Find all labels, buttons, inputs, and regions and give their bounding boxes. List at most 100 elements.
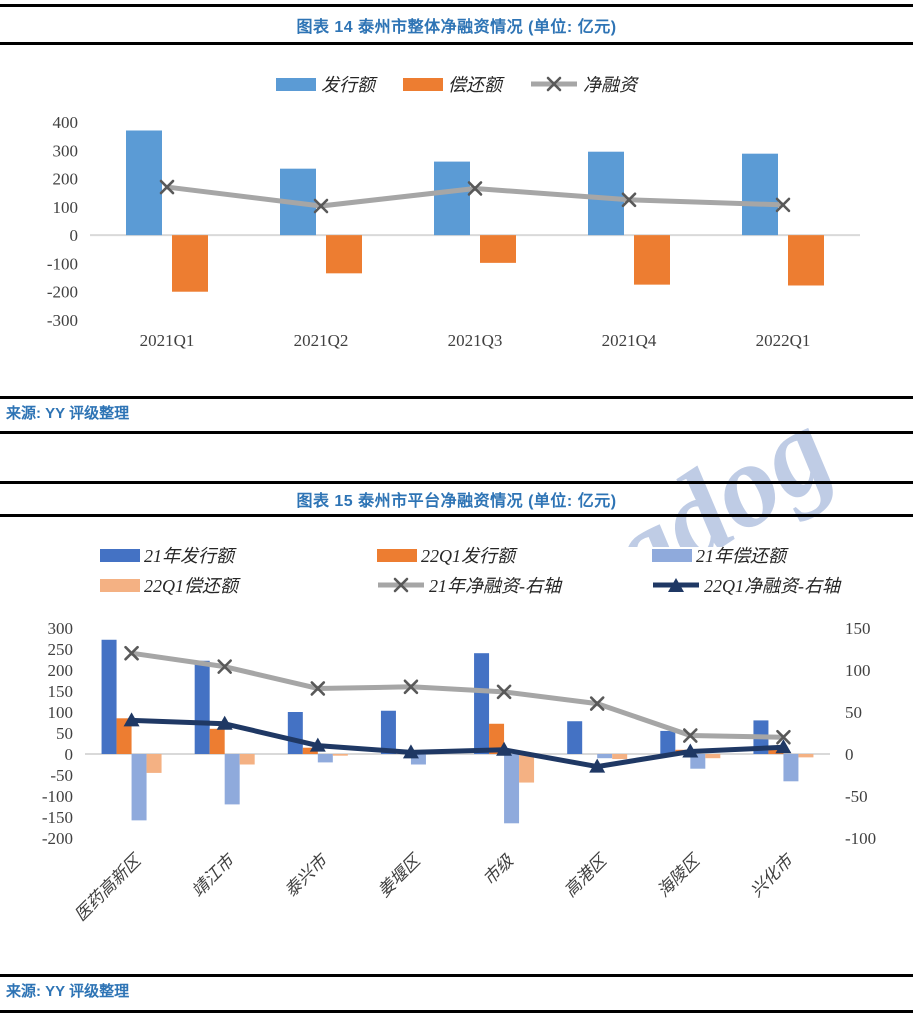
bar-22Q1偿还额-市级	[519, 754, 535, 783]
legend-line-swatch-22Q1净融资-右轴	[653, 578, 699, 592]
left-axis-tick-label: 200	[53, 170, 79, 189]
legend-swatch-发行额	[276, 77, 316, 91]
divider-rule	[0, 481, 913, 484]
watermark-clip: Ratingdog	[555, 385, 913, 547]
bar-偿还额-2021Q1	[172, 235, 208, 292]
bar-22Q1发行额-医药高新区	[116, 718, 132, 754]
bar-发行额-2021Q4	[588, 151, 624, 236]
legend-item-22Q1净融资-右轴: 22Q1净融资-右轴	[652, 572, 840, 598]
category-label: 海陵区	[654, 849, 706, 901]
category-label: 高港区	[561, 849, 613, 901]
bar-22Q1偿还额-高港区	[612, 754, 628, 760]
legend-item-22Q1发行额: 22Q1发行额	[377, 542, 515, 568]
bar-21年发行额-姜堰区	[380, 710, 396, 754]
legend-label: 偿还额	[448, 75, 502, 95]
legend-label: 发行额	[321, 75, 375, 95]
legend-label: 21年净融资-右轴	[429, 576, 561, 596]
left-axis-tick-label: 300	[48, 619, 74, 638]
bar-21年发行额-靖江市	[194, 660, 210, 754]
category-label: 2021Q2	[294, 331, 349, 350]
divider-rule	[0, 4, 913, 7]
x-marker	[467, 181, 483, 196]
left-axis-tick-label: -200	[42, 829, 73, 848]
divider-rule	[0, 431, 913, 434]
bar-21年发行额-泰兴市	[287, 712, 303, 754]
divider-rule	[0, 1010, 913, 1013]
left-axis-tick-label: 50	[56, 724, 73, 743]
left-axis-tick-label: 100	[53, 198, 79, 217]
bar-21年偿还额-兴化市	[783, 754, 799, 782]
legend-label: 22Q1偿还额	[144, 576, 238, 596]
bar-21年偿还额-海陵区	[690, 754, 706, 769]
x-marker	[393, 577, 409, 593]
left-axis-tick-label: -100	[47, 254, 78, 273]
bar-发行额-2021Q3	[434, 161, 470, 236]
x-marker	[621, 192, 637, 208]
legend-line-swatch-21年净融资-右轴	[378, 577, 424, 593]
left-axis-tick-label: 0	[70, 226, 79, 245]
divider-rule	[0, 974, 913, 977]
triangle-marker	[402, 744, 419, 759]
divider-rule	[0, 42, 913, 45]
triangle-marker	[775, 739, 792, 754]
bar-22Q1发行额-兴化市	[768, 748, 784, 754]
divider-rule	[0, 396, 913, 399]
legend-item-21年发行额: 21年发行额	[100, 542, 234, 568]
bar-21年偿还额-姜堰区	[410, 754, 426, 765]
left-axis-tick-label: -200	[47, 283, 78, 302]
right-axis-tick-label: 150	[845, 619, 871, 638]
legend-item-21年净融资-右轴: 21年净融资-右轴	[377, 572, 561, 598]
x-marker	[403, 679, 419, 695]
left-axis-tick-label: -150	[42, 808, 73, 827]
legend-label: 净融资	[583, 75, 637, 95]
x-marker	[496, 684, 512, 700]
left-axis-tick-label: 0	[65, 745, 74, 764]
category-label: 2021Q4	[602, 331, 657, 350]
legend-item-22Q1偿还额: 22Q1偿还额	[100, 572, 238, 598]
bar-22Q1偿还额-医药高新区	[146, 754, 162, 773]
bar-21年发行额-高港区	[567, 721, 583, 754]
triangle-marker	[496, 741, 513, 756]
category-label: 姜堰区	[374, 849, 426, 901]
bar-偿还额-2021Q4	[634, 235, 670, 285]
bar-21年发行额-市级	[474, 653, 490, 754]
left-axis-tick-label: 400	[53, 113, 79, 132]
triangle-marker	[123, 712, 140, 727]
triangle-marker	[216, 715, 233, 730]
bar-21年发行额-海陵区	[660, 730, 676, 754]
category-label: 医药高新区	[71, 849, 147, 925]
right-axis-tick-label: -100	[845, 829, 876, 848]
category-label: 2022Q1	[756, 331, 811, 350]
left-axis-tick-label: 150	[48, 682, 74, 701]
x-marker	[776, 729, 791, 745]
category-label: 兴化市	[747, 849, 799, 901]
legend-swatch-偿还额	[403, 77, 443, 91]
left-axis-tick-label: 200	[48, 661, 74, 680]
legend-swatch-21年发行额	[100, 548, 140, 562]
right-axis-tick-label: -50	[845, 787, 868, 806]
x-marker	[310, 681, 326, 696]
x-marker	[683, 728, 698, 743]
x-marker	[589, 696, 605, 711]
bar-21年偿还额-泰兴市	[317, 754, 333, 763]
left-axis-tick-label: -100	[42, 787, 73, 806]
x-marker	[159, 179, 175, 195]
x-marker	[124, 645, 139, 661]
category-label: 2021Q3	[448, 331, 503, 350]
left-axis-tick-label: 100	[48, 703, 74, 722]
x-marker	[775, 197, 791, 213]
triangle-marker	[668, 578, 684, 592]
legend-label: 22Q1净融资-右轴	[704, 576, 840, 596]
legend-label: 21年发行额	[144, 546, 234, 566]
triangle-marker	[682, 743, 699, 758]
line-21年净融资-右轴	[131, 650, 784, 740]
bar-21年偿还额-市级	[504, 754, 520, 824]
bar-22Q1偿还额-靖江市	[239, 754, 255, 765]
chart15-source: 来源: YY 评级整理	[6, 983, 130, 1000]
bar-22Q1偿还额-兴化市	[798, 754, 814, 758]
bar-发行额-2022Q1	[742, 153, 778, 236]
chart15-plot: 300 250 200 150 100 50 0 -50 -100 -150 -200 150 100 5…	[42, 619, 876, 925]
chart15-title: 图表 15 泰州市平台净融资情况 (单位: 亿元)	[296, 493, 617, 510]
right-axis-tick-label: 100	[845, 661, 871, 680]
